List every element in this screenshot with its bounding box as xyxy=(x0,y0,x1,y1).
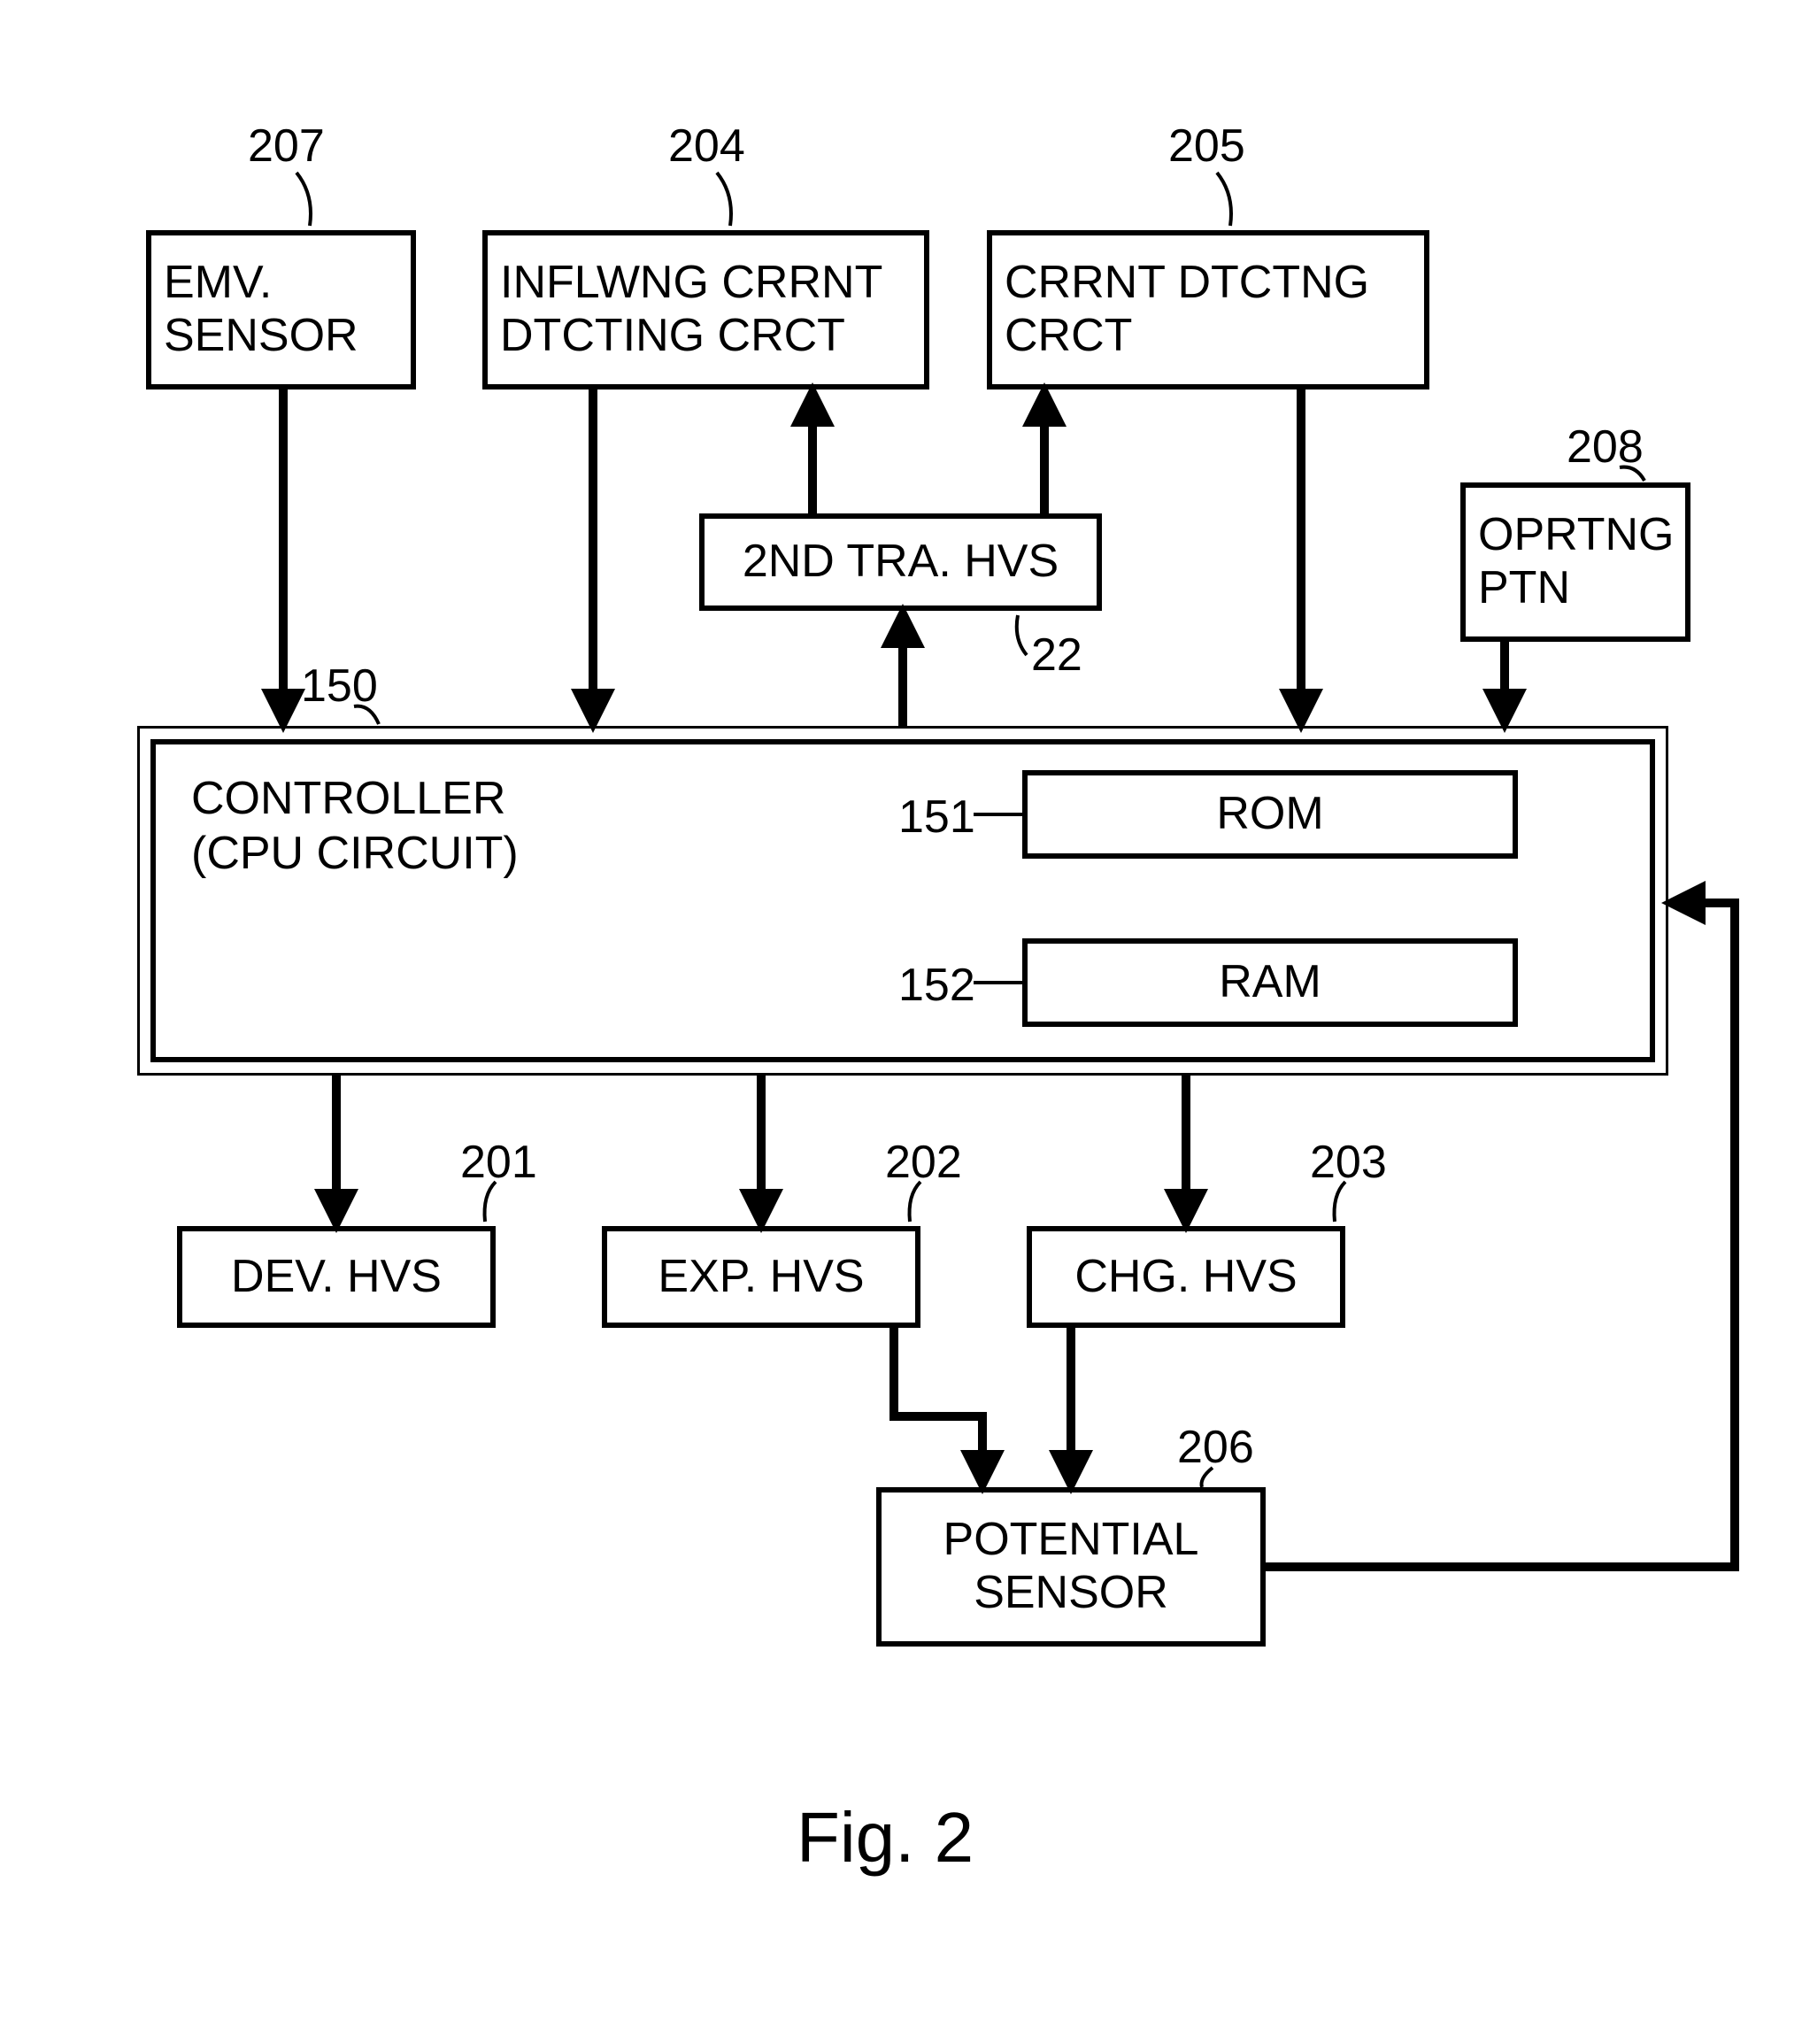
ref-152: 152 xyxy=(898,959,975,1012)
ref-151: 151 xyxy=(898,791,975,844)
potential-sensor-box: POTENTIAL SENSOR xyxy=(876,1487,1266,1647)
exp-hvs-box: EXP. HVS xyxy=(602,1226,920,1328)
ref-208: 208 xyxy=(1567,420,1644,474)
second-transfer-hvs-box: 2ND TRA. HVS xyxy=(699,513,1102,611)
controller-label: CONTROLLER (CPU CIRCUIT) xyxy=(191,771,519,882)
ref-207: 207 xyxy=(248,120,325,173)
controller-label-line2: (CPU CIRCUIT) xyxy=(191,828,519,879)
emv-sensor-box: EMV. SENSOR xyxy=(146,230,416,390)
ref-205: 205 xyxy=(1168,120,1245,173)
ref-206: 206 xyxy=(1177,1421,1254,1474)
ref-22: 22 xyxy=(1031,629,1082,682)
diagram-canvas: EMV. SENSOR INFLWNG CRRNT DTCTING CRCT C… xyxy=(0,0,1802,2044)
current-detecting-circuit-box: CRRNT DTCTNG CRCT xyxy=(987,230,1429,390)
controller-label-line1: CONTROLLER xyxy=(191,773,505,824)
ref-203: 203 xyxy=(1310,1136,1387,1189)
ref-202: 202 xyxy=(885,1136,962,1189)
ref-204: 204 xyxy=(668,120,745,173)
chg-hvs-box: CHG. HVS xyxy=(1027,1226,1345,1328)
ref-150: 150 xyxy=(301,659,378,713)
rom-box: ROM xyxy=(1022,770,1518,859)
ref-201: 201 xyxy=(460,1136,537,1189)
dev-hvs-box: DEV. HVS xyxy=(177,1226,496,1328)
ram-box: RAM xyxy=(1022,938,1518,1027)
inflowing-current-detecting-circuit-box: INFLWNG CRRNT DTCTING CRCT xyxy=(482,230,929,390)
operating-portion-box: OPRTNG PTN xyxy=(1460,482,1690,642)
figure-caption: Fig. 2 xyxy=(797,1797,974,1878)
